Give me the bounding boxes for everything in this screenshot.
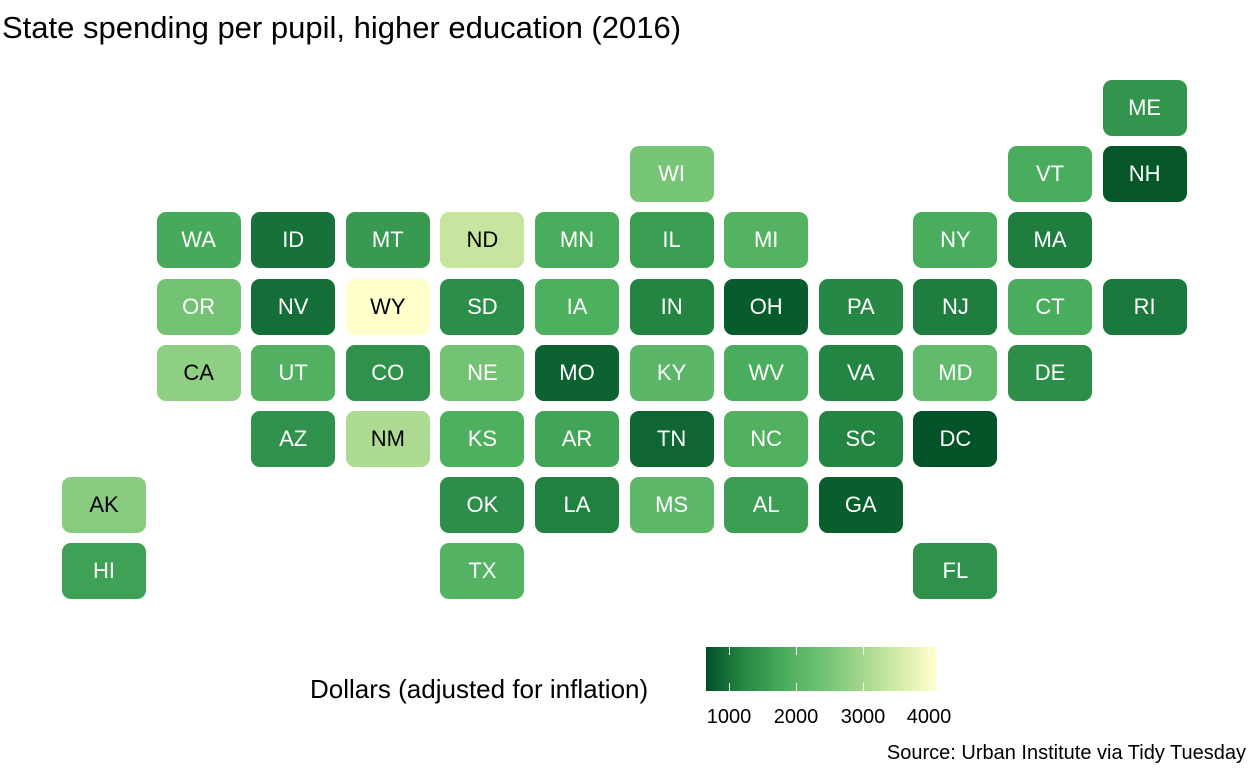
state-tile-mt: MT [345,212,430,269]
legend-tick-mark [729,647,730,655]
state-tile-mn: MN [535,212,619,269]
state-tile-mo: MO [535,344,619,401]
state-tile-il: IL [629,212,714,269]
state-tile-wa: WA [156,212,241,269]
state-tile-co: CO [345,344,430,401]
legend-title: Dollars (adjusted for inflation) [310,674,649,704]
state-tile-tx: TX [440,543,525,600]
state-tile-nj: NJ [913,278,998,335]
state-tile-ri: RI [1102,278,1187,335]
state-tile-wv: WV [724,344,809,401]
state-tile-md: MD [913,344,998,401]
state-tile-pa: PA [818,278,903,335]
state-tile-ar: AR [535,411,619,467]
state-tile-tn: TN [629,411,714,467]
legend-tick-mark [863,683,864,691]
state-tile-ca: CA [156,344,241,401]
state-tile-vt: VT [1008,146,1092,203]
state-tile-id: ID [251,212,336,269]
legend-tick-mark [929,647,930,655]
state-tile-wi: WI [629,146,714,203]
state-tile-la: LA [535,477,619,534]
legend-tick-mark [796,683,797,691]
state-tile-az: AZ [251,411,336,467]
source-caption: Source: Urban Institute via Tidy Tuesday [886,742,1246,764]
state-tile-va: VA [818,344,903,401]
state-tile-nc: NC [724,411,809,467]
legend-tick-mark [796,647,797,655]
state-tile-or: OR [156,278,241,335]
state-tile-ut: UT [251,344,336,401]
state-tile-ak: AK [62,477,146,534]
legend-tick-mark [929,683,930,691]
state-tile-nh: NH [1102,146,1187,203]
state-tile-sd: SD [440,278,525,335]
legend-tick-label: 4000 [906,706,952,728]
state-tile-fl: FL [913,543,998,600]
state-tile-ms: MS [629,477,714,534]
legend-tick-mark [729,683,730,691]
state-tile-nv: NV [251,278,336,335]
legend-tick-mark [863,647,864,655]
state-tile-ga: GA [818,477,903,534]
state-tile-mi: MI [724,212,809,269]
state-tile-de: DE [1008,344,1092,401]
state-tile-ok: OK [440,477,525,534]
state-tile-dc: DC [913,411,998,467]
legend-tick-label: 2000 [773,706,819,728]
state-tile-in: IN [629,278,714,335]
state-tile-hi: HI [62,543,146,600]
state-tile-ia: IA [535,278,619,335]
state-tile-ct: CT [1008,278,1092,335]
state-tile-ks: KS [440,411,525,467]
legend-tick-label: 3000 [840,706,886,728]
state-tile-sc: SC [818,411,903,467]
legend-tick-label: 1000 [706,706,752,728]
legend-colorbar [706,647,936,691]
state-tile-al: AL [724,477,809,534]
state-tile-ky: KY [629,344,714,401]
state-tile-ne: NE [440,344,525,401]
state-tile-ma: MA [1008,212,1092,269]
state-tile-nd: ND [440,212,525,269]
state-tile-wy: WY [345,278,430,335]
state-tile-nm: NM [345,411,430,467]
state-tile-ny: NY [913,212,998,269]
state-tile-oh: OH [724,278,809,335]
state-tile-me: ME [1102,80,1187,136]
chart-title: State spending per pupil, higher educati… [2,10,682,45]
